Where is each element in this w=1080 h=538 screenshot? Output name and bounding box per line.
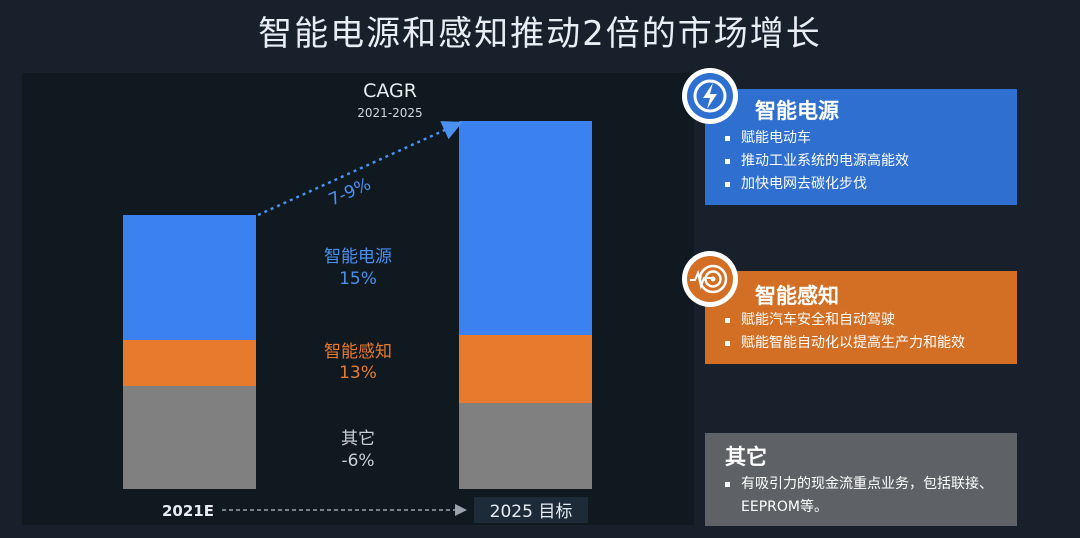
other-series-label: 其它 bbox=[341, 429, 375, 449]
smart-sensing-title: 智能感知 bbox=[755, 284, 839, 308]
lightning-icon bbox=[682, 68, 738, 124]
bar-sense-0 bbox=[123, 340, 256, 386]
bar-other-0 bbox=[123, 386, 256, 489]
smart-sensing-card: 智能感知 赋能汽车安全和自动驾驶 赋能智能自动化以提高生产力和能效 bbox=[705, 271, 1017, 364]
cagr-period: 2021-2025 bbox=[357, 106, 422, 120]
power-series-label: 智能电源 bbox=[324, 247, 392, 267]
other-list: 有吸引力的现金流重点业务，包括联接、EEPROM等。 bbox=[725, 473, 1001, 519]
power-cagr-label: 15% bbox=[339, 269, 377, 289]
list-item: 推动工业系统的电源高能效 bbox=[725, 150, 909, 173]
sensor-wave-icon bbox=[682, 251, 738, 307]
x-end-label: 2025 目标 bbox=[490, 502, 573, 522]
growth-arrow bbox=[257, 121, 463, 217]
list-item: 有吸引力的现金流重点业务，包括联接、EEPROM等。 bbox=[725, 473, 1001, 519]
bar-other-1 bbox=[459, 403, 592, 489]
stacked-bar-chart: CAGR 2021-2025 7-9% 智能电源 15% 智能感知 13% 其它… bbox=[123, 80, 592, 523]
chart-panel: CAGR 2021-2025 7-9% 智能电源 15% 智能感知 13% 其它… bbox=[22, 73, 694, 525]
sense-series-label: 智能感知 bbox=[324, 342, 392, 362]
smart-power-title: 智能电源 bbox=[755, 99, 839, 123]
list-item: 赋能智能自动化以提高生产力和能效 bbox=[725, 332, 965, 355]
other-cagr-label: -6% bbox=[341, 451, 374, 471]
x-start-label: 2021E bbox=[162, 502, 214, 520]
sense-cagr-label: 13% bbox=[339, 363, 377, 383]
smart-power-card: 智能电源 赋能电动车 推动工业系统的电源高能效 加快电网去碳化步伐 bbox=[705, 89, 1017, 205]
bar-sense-1 bbox=[459, 335, 592, 403]
x-end-label-bg bbox=[474, 497, 588, 523]
total-growth-label: 7-9% bbox=[326, 174, 374, 210]
list-item: 加快电网去碳化步伐 bbox=[725, 173, 909, 196]
other-title: 其它 bbox=[725, 445, 767, 469]
list-item: 赋能汽车安全和自动驾驶 bbox=[725, 309, 965, 332]
list-item: 赋能电动车 bbox=[725, 127, 909, 150]
page-title: 智能电源和感知推动2倍的市场增长 bbox=[258, 14, 822, 54]
smart-power-list: 赋能电动车 推动工业系统的电源高能效 加快电网去碳化步伐 bbox=[725, 127, 909, 196]
bar-power-1 bbox=[459, 121, 592, 335]
bars-group bbox=[123, 121, 592, 489]
smart-sensing-list: 赋能汽车安全和自动驾驶 赋能智能自动化以提高生产力和能效 bbox=[725, 309, 965, 355]
cagr-label: CAGR bbox=[363, 80, 417, 102]
other-card: 其它 有吸引力的现金流重点业务，包括联接、EEPROM等。 bbox=[705, 433, 1017, 526]
bar-power-0 bbox=[123, 215, 256, 340]
